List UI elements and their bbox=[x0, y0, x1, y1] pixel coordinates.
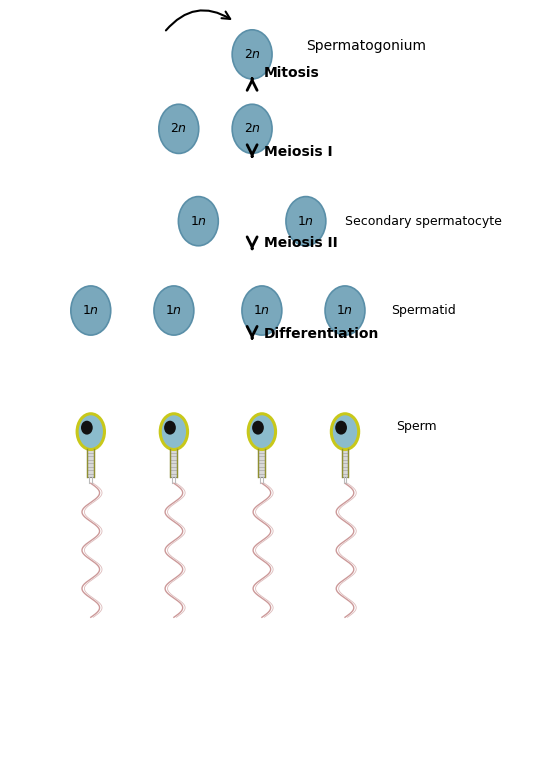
Text: $1n$: $1n$ bbox=[337, 304, 354, 317]
Ellipse shape bbox=[160, 414, 188, 450]
Ellipse shape bbox=[154, 286, 194, 335]
Ellipse shape bbox=[164, 421, 176, 434]
Ellipse shape bbox=[232, 104, 272, 153]
Ellipse shape bbox=[331, 414, 358, 450]
Text: Differentiation: Differentiation bbox=[264, 327, 379, 341]
Bar bbox=[170, 450, 177, 477]
Text: Meiosis I: Meiosis I bbox=[264, 145, 332, 159]
Bar bbox=[258, 450, 265, 477]
Text: $2n$: $2n$ bbox=[244, 123, 261, 136]
Text: $2n$: $2n$ bbox=[170, 123, 187, 136]
Text: $1n$: $1n$ bbox=[298, 215, 314, 228]
Ellipse shape bbox=[242, 286, 282, 335]
Ellipse shape bbox=[81, 421, 92, 434]
Ellipse shape bbox=[159, 104, 199, 153]
FancyArrowPatch shape bbox=[166, 11, 230, 30]
Ellipse shape bbox=[178, 197, 218, 246]
Ellipse shape bbox=[71, 286, 111, 335]
Ellipse shape bbox=[248, 414, 276, 450]
Bar bbox=[342, 450, 348, 477]
Text: Mitosis: Mitosis bbox=[264, 66, 319, 80]
Text: $1n$: $1n$ bbox=[165, 304, 182, 317]
Text: Spermatid: Spermatid bbox=[391, 304, 456, 317]
Ellipse shape bbox=[232, 30, 272, 79]
Text: Spermatogonium: Spermatogonium bbox=[306, 40, 426, 53]
Ellipse shape bbox=[252, 421, 264, 434]
Ellipse shape bbox=[77, 414, 104, 450]
Text: $1n$: $1n$ bbox=[254, 304, 270, 317]
Text: Sperm: Sperm bbox=[396, 420, 436, 433]
Ellipse shape bbox=[335, 421, 347, 434]
Ellipse shape bbox=[286, 197, 326, 246]
Bar bbox=[88, 450, 94, 477]
Text: $2n$: $2n$ bbox=[244, 48, 261, 61]
Text: $1n$: $1n$ bbox=[82, 304, 100, 317]
Text: Meiosis II: Meiosis II bbox=[264, 236, 338, 250]
Ellipse shape bbox=[325, 286, 365, 335]
Text: Secondary spermatocyte: Secondary spermatocyte bbox=[345, 215, 502, 228]
Text: $1n$: $1n$ bbox=[190, 215, 207, 228]
